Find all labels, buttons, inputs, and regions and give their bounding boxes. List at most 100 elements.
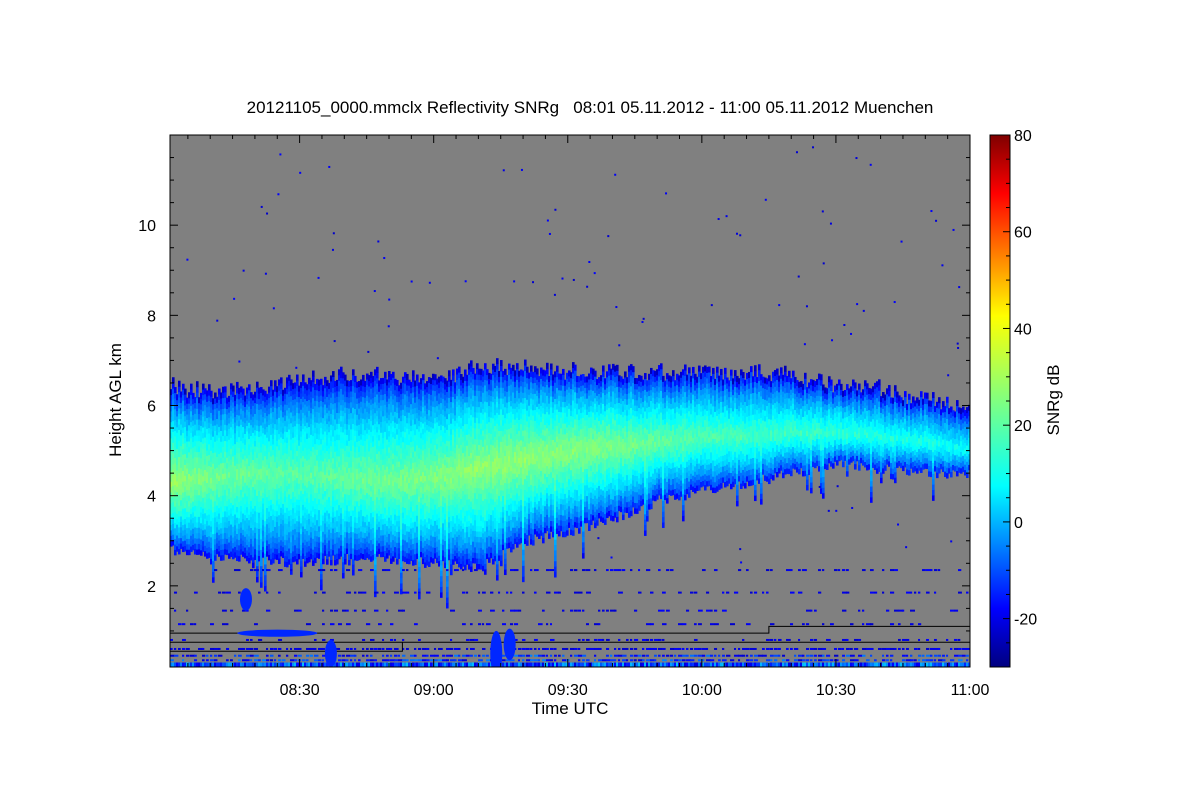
cloud-layer [170,358,970,609]
cloud-cell [386,428,389,435]
cloud-cell [288,520,291,527]
cloud-cell [222,451,225,458]
cloud-cell [370,523,373,530]
cloud-cell [314,486,317,493]
cloud-cell [318,477,321,484]
cloud-cell [394,389,397,396]
cloud-cell [240,435,243,442]
cloud-cell [248,557,251,564]
cloud-cell [290,520,293,527]
cloud-cell [176,502,179,509]
cloud-cell [382,394,385,401]
cloud-cell [306,416,309,423]
cloud-cell [352,428,355,435]
cloud-cell [308,507,311,514]
cloud-cell [248,535,251,542]
cloud-cell [350,428,353,435]
cloud-cell [286,496,289,503]
cloud-cell [208,416,211,423]
cloud-cell [196,392,199,399]
cloud-cell [280,382,283,389]
cloud-cell [254,478,257,485]
cloud-cell [298,423,301,430]
cloud-cell [374,499,377,506]
cloud-cell [336,412,339,419]
cloud-cell [366,541,369,548]
cloud-cell [176,475,179,482]
cloud-cell [346,461,349,468]
cloud-cell [316,465,319,472]
cloud-cell [302,547,305,554]
cloud-cell [362,542,365,549]
cloud-cell [370,393,373,400]
cloud-cell [362,407,365,414]
cloud-cell [182,486,185,493]
cloud-cell [274,493,277,500]
cloud-cell [348,462,351,469]
cloud-cell [288,455,291,462]
cloud-cell [396,520,399,527]
cloud-cell [298,391,301,398]
cloud-cell [196,408,199,415]
cloud-cell [326,482,329,489]
cloud-cell [386,498,389,505]
cloud-cell [208,400,211,407]
cloud-cell [342,437,345,444]
cloud-cell [400,517,403,524]
cloud-cell [332,452,335,459]
cloud-cell [268,446,271,453]
cloud-cell [200,430,203,437]
cloud-cell [344,526,347,533]
cloud-cell [358,489,361,496]
cloud-cell [364,505,367,512]
cloud-cell [280,463,283,470]
cloud-cell [254,483,257,490]
cloud-cell [220,489,223,496]
cloud-cell [338,428,341,435]
cloud-cell [244,492,247,499]
cloud-cell [318,444,321,451]
cloud-cell [398,477,401,484]
cloud-cell [378,407,381,414]
cloud-cell [292,458,295,465]
cloud-cell [402,441,405,448]
cloud-cell [370,469,373,476]
cloud-cell [286,458,289,465]
cloud-cell [204,469,207,476]
cloud-cell [320,432,323,439]
cloud-cell [278,433,281,440]
cloud-cell [286,388,289,395]
cloud-cell [292,496,295,503]
cloud-cell [186,435,189,442]
cloud-cell [390,455,393,462]
cloud-cell [376,496,379,503]
cloud-cell [376,523,379,530]
cloud-cell [322,509,325,516]
cloud-cell [242,512,245,519]
cloud-cell [316,454,319,461]
cloud-cell [242,518,245,525]
cloud-cell [286,528,289,535]
cloud-cell [320,443,323,450]
cloud-cell [272,460,275,467]
cloud-cell [308,410,311,417]
cloud-cell [274,531,277,538]
cloud-cell [246,533,249,540]
cloud-cell [330,478,333,485]
cloud-cell [320,405,323,412]
cloud-cell [288,374,291,381]
cloud-cell [380,421,383,428]
cloud-cell [376,518,379,525]
cloud-cell [334,521,337,528]
cloud-cell [388,544,391,551]
cloud-cell [372,532,375,539]
cloud-cell [388,527,391,534]
cloud-cell [348,435,351,442]
cloud-cell [374,542,377,549]
cloud-cell [248,503,251,510]
cloud-cell [200,544,203,551]
cloud-cell [448,370,451,377]
cloud-cell [306,405,309,412]
cloud-cell [244,552,247,559]
cloud-cell [354,408,357,415]
